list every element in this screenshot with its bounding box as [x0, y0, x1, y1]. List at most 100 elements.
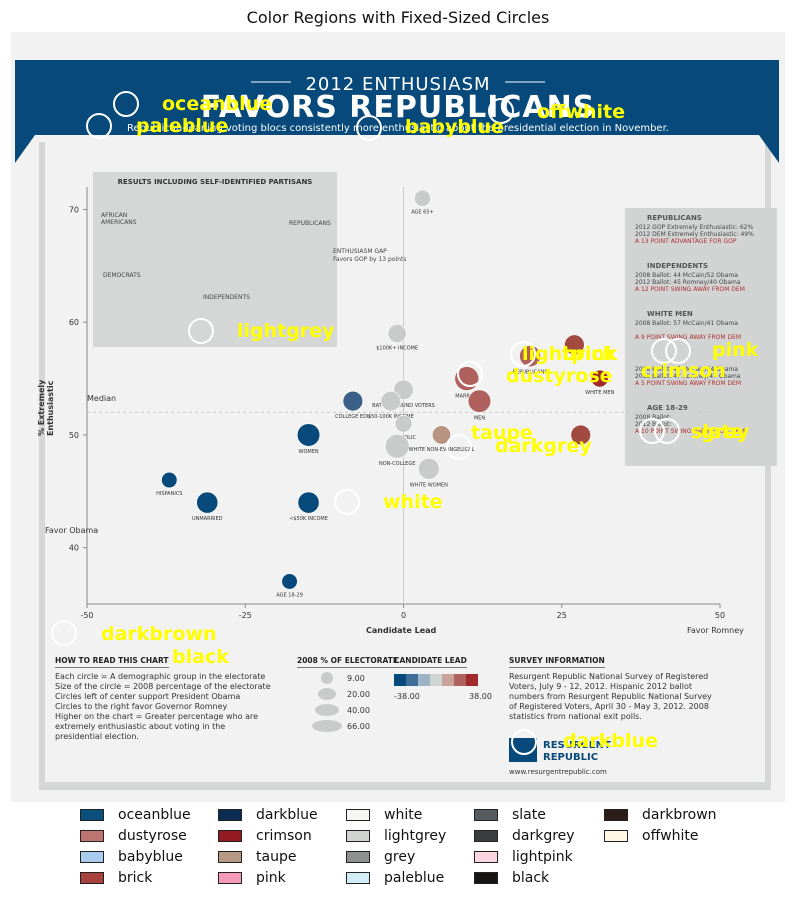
legend-swatch	[346, 851, 370, 863]
legend-item: paleblue	[346, 869, 444, 887]
legend-item: white	[346, 806, 422, 824]
legend-item: lightpink	[474, 848, 573, 866]
legend-label: lightpink	[512, 849, 573, 865]
inset-label: Favors GOP by 13 points	[333, 256, 407, 263]
side-note: 2012 DEM Extremely Enthusiastic: 49%	[635, 231, 754, 238]
data-point-label: $50-100K INCOME	[368, 414, 414, 420]
banner-title: FAVORS REPUBLICANS	[200, 90, 596, 125]
region-marker-circle	[654, 418, 680, 444]
data-point	[384, 433, 410, 459]
region-marker-circle	[510, 341, 536, 367]
legend-label: taupe	[256, 849, 297, 865]
side-note: 2008 Ballot: 45 McCain/54 Obama	[635, 366, 738, 373]
size-key-circle	[321, 672, 333, 684]
legend-swatch	[346, 809, 370, 821]
legend-item: darkgrey	[474, 827, 575, 845]
legend-swatch	[80, 830, 104, 842]
side-note-accent: A 5 POINT SWING AWAY FROM DEM	[635, 380, 742, 387]
data-point-label: HISPANICS	[156, 491, 182, 497]
data-point-label: REPUBLICANS	[513, 370, 548, 376]
legend-label: pink	[256, 870, 286, 886]
figure-title: Color Regions with Fixed-Sized Circles	[246, 8, 550, 27]
banner-fold-right	[759, 135, 779, 163]
legend-item: brick	[80, 869, 152, 887]
legend-item: black	[474, 869, 549, 887]
x-tick-label: -50	[80, 611, 93, 620]
x-tick-label: 0	[401, 611, 406, 620]
legend-swatch	[218, 851, 242, 863]
data-point-label: WOMEN	[299, 449, 319, 455]
legend-label: grey	[384, 849, 416, 865]
region-label: black	[172, 646, 229, 668]
legend-item: slate	[474, 806, 546, 824]
inset-label: ENTHUSIASM GAP	[333, 248, 387, 255]
side-note-accent: A 13 POINT ADVANTAGE FOR GOP	[635, 238, 737, 245]
legend-swatch	[346, 830, 370, 842]
logo-line: REPUBLIC	[543, 752, 599, 763]
lead-key-segment	[394, 674, 406, 686]
logo-line: RESURGENT	[543, 740, 611, 751]
side-note: 2012 GOP Extremely Enthusiastic: 62%	[635, 224, 754, 231]
data-point	[564, 334, 585, 355]
legend-swatch	[80, 851, 104, 863]
legend-item: grey	[346, 848, 415, 866]
region-label: lightpink	[522, 343, 618, 365]
side-note-accent: A 12 POINT SWING AWAY FROM DEM	[635, 286, 745, 293]
region-label: lightgrey	[237, 320, 335, 342]
legend-label: white	[384, 807, 423, 823]
region-marker-circle	[488, 98, 514, 124]
legend-swatch	[218, 809, 242, 821]
side-head: AGE 18-29	[647, 404, 688, 412]
region-label: oceanblue	[162, 93, 273, 115]
side-note: 2012 Ballot: 45 Romney/40 Obama	[635, 279, 741, 286]
legend-swatch	[218, 872, 242, 884]
size-key-circle	[318, 688, 336, 700]
data-point-label: <$50K INCOME	[289, 516, 328, 522]
legend-label: darkblue	[256, 807, 318, 823]
legend-label: brick	[118, 870, 153, 886]
region-label: dustyrose	[506, 365, 613, 387]
side-note: 2008 Ballot:	[635, 414, 672, 421]
data-point-label: AGE 18-29	[276, 592, 302, 598]
inset-panel: RESULTS INCLUDING SELF-IDENTIFIED PARTIS…	[93, 172, 406, 347]
region-label: grey	[701, 421, 750, 443]
inset-label: DEMOCRATS	[103, 272, 141, 279]
data-point	[161, 471, 178, 489]
size-key-value: 40.00	[347, 706, 370, 715]
side-note-accent: A 10 POINT SWING AWAY FROM DEM	[635, 428, 745, 435]
lead-key-segment	[430, 674, 442, 686]
lead-key-min: -38.00	[394, 692, 420, 701]
legend: oceanblue dustyrose babyblue brick darkblue c…	[80, 806, 770, 886]
y-tick-label: 60	[69, 318, 79, 327]
side-head: INDEPENDENTS	[647, 262, 709, 270]
data-point	[414, 189, 431, 207]
data-point	[394, 414, 413, 433]
survey-heading: SURVEY INFORMATION	[509, 656, 605, 668]
lead-key-segment	[406, 674, 418, 686]
legend-label: lightgrey	[384, 828, 447, 844]
how-to-read-heading: HOW TO READ THIS CHART	[55, 656, 169, 668]
data-point	[297, 491, 320, 514]
data-point-label: COLLEGE EDU	[335, 414, 371, 420]
size-key-heading: 2008 % OF ELECTORATE	[297, 656, 398, 668]
size-key-value: 9.00	[347, 674, 365, 683]
legend-label: dustyrose	[118, 828, 187, 844]
banner-kicker: 2012 ENTHUSIASM	[305, 74, 491, 95]
data-point	[417, 457, 440, 480]
data-point	[380, 390, 402, 412]
legend-swatch	[218, 830, 242, 842]
median-label: Median	[87, 394, 117, 403]
legend-item: darkblue	[218, 806, 318, 824]
x-tick-label: 50	[715, 611, 725, 620]
lead-key-segment	[454, 674, 466, 686]
legend-swatch	[604, 809, 628, 821]
region-label: babyblue	[405, 116, 504, 138]
inset-label: INDEPENDENTS	[203, 294, 250, 301]
region-label: pink	[712, 339, 759, 361]
data-point-label: WHITE NON-EVANGELICAL	[409, 447, 475, 453]
infographic-frame	[39, 142, 771, 790]
region-label: taupe	[471, 422, 533, 444]
lead-key-max: 38.00	[469, 692, 492, 701]
legend-label: offwhite	[642, 828, 699, 844]
data-point	[570, 424, 591, 446]
